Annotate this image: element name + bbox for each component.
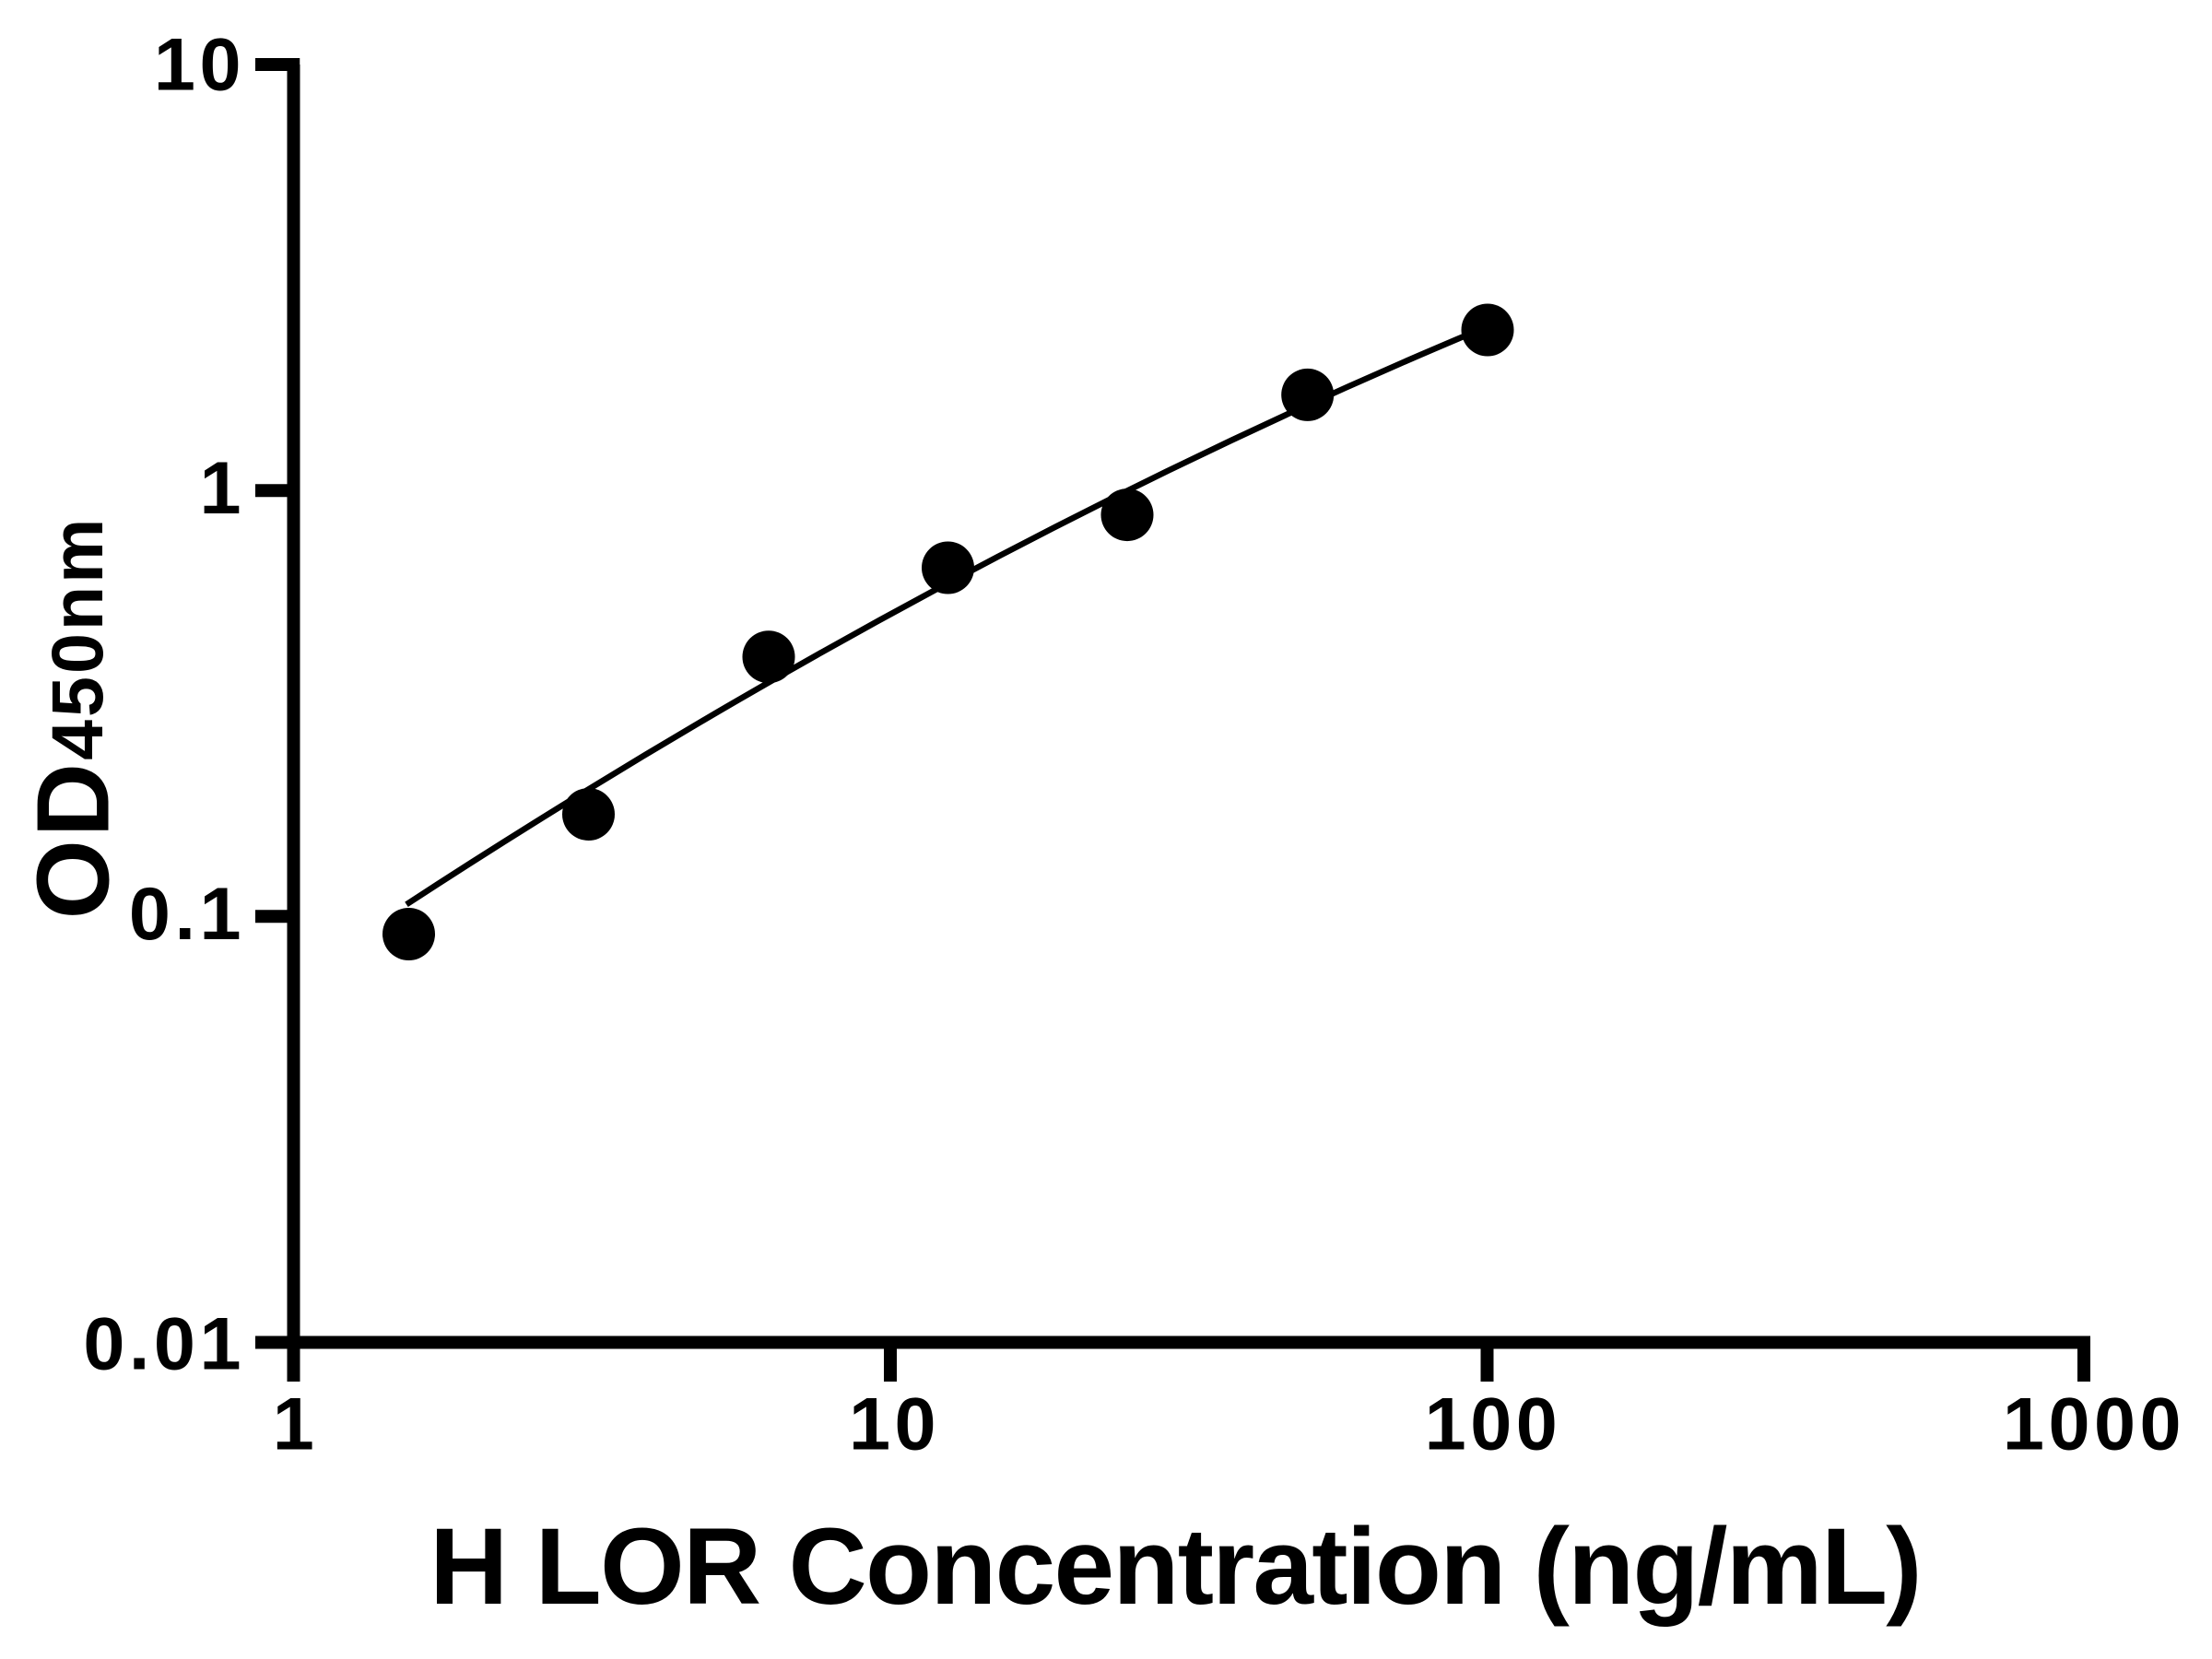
svg-text:1: 1 [273,1383,319,1466]
svg-text:10: 10 [154,24,245,107]
svg-text:1: 1 [199,447,245,530]
svg-text:100: 100 [1425,1383,1562,1466]
svg-text:1000: 1000 [2003,1383,2185,1466]
svg-text:0.01: 0.01 [83,1303,245,1386]
svg-text:OD450nm: OD450nm [17,516,131,920]
svg-text:0.1: 0.1 [129,873,245,956]
svg-text:10: 10 [849,1383,940,1466]
svg-text:H LOR Concentration (ng/mL): H LOR Concentration (ng/mL) [429,1506,1921,1628]
